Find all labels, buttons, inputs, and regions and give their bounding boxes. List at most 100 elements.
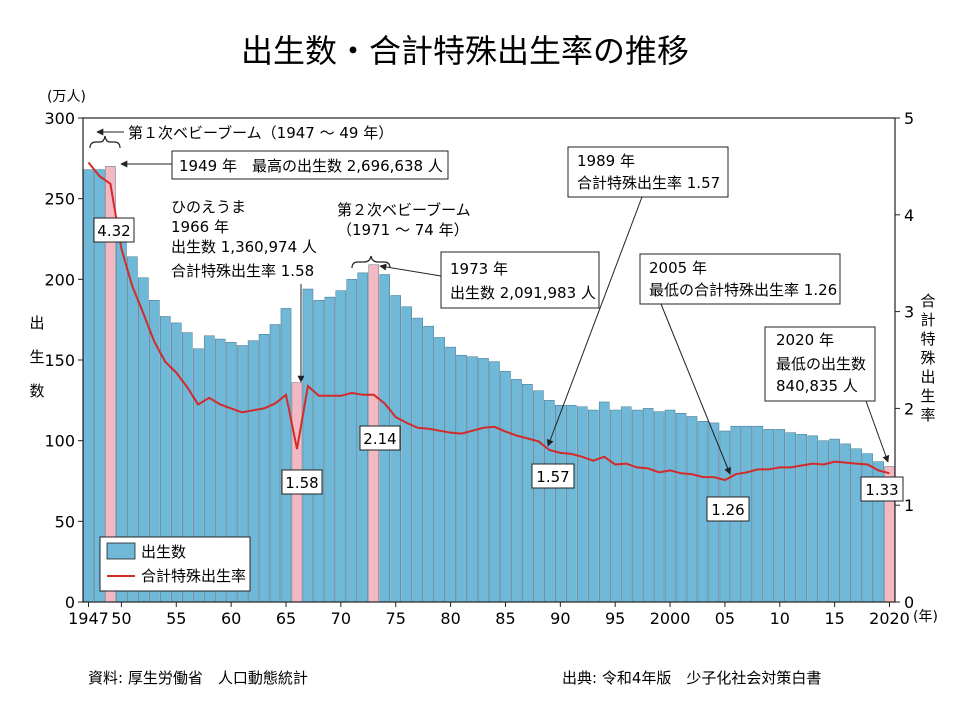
- left-tick-label: 0: [65, 593, 75, 612]
- x-tick-label: 10: [770, 609, 790, 628]
- bar-1976: [401, 306, 412, 603]
- x-axis-unit: (年): [913, 609, 938, 625]
- annotation-1973: 1973 年 出生数 2,091,983 人: [379, 251, 600, 309]
- annotation-box: [440, 251, 600, 309]
- bar-1984: [489, 361, 500, 603]
- value-box: [531, 463, 575, 489]
- annotation-line: 840,835 人: [776, 377, 858, 395]
- annotation-line: 1973 年: [450, 260, 508, 278]
- annotation-box: [171, 150, 449, 180]
- bar-1982: [467, 356, 478, 603]
- bar-2011: [785, 432, 797, 603]
- bar-1989: [544, 400, 555, 603]
- bar-1994: [598, 401, 610, 603]
- annotation-line: 第２次ベビーブーム: [337, 201, 471, 219]
- bar-2012: [796, 434, 807, 603]
- bar-1969: [324, 296, 336, 603]
- value-box-1989: 1.57: [531, 463, 575, 489]
- x-tick-label: 95: [605, 609, 625, 628]
- bar-1979: [434, 337, 445, 603]
- bar-1997: [631, 409, 643, 603]
- x-tick-label: 75: [386, 609, 406, 628]
- annotation-boom2: 第２次ベビーブーム （1971 ～ 74 年）: [337, 201, 471, 269]
- bar-1970: [335, 290, 347, 603]
- value-text: 1.58: [285, 474, 318, 492]
- value-box-2020: 1.33: [860, 476, 904, 502]
- bar-2018: [862, 453, 873, 603]
- annotation-box: [567, 146, 729, 198]
- annotation-2005: 2005 年 最低の合計特殊出生率 1.26: [639, 253, 841, 475]
- x-tick-label: 55: [166, 609, 186, 628]
- pointer-line: [546, 196, 643, 447]
- right-axis-label-char: 合: [920, 292, 935, 310]
- left-axis-label: 出 生 数: [29, 314, 44, 400]
- value-text: 2.14: [363, 430, 396, 448]
- bar-2000: [664, 409, 676, 603]
- right-axis-label-char: 殊: [920, 349, 935, 367]
- legend-label-births: 出生数: [141, 543, 186, 561]
- annotation-text: 1949 年 最高の出生数 2,696,638 人: [179, 157, 443, 175]
- brace: [351, 255, 391, 269]
- bar-2016: [840, 443, 851, 603]
- x-tick-label: 80: [440, 609, 460, 628]
- bar-1963: [258, 333, 270, 603]
- annotation-line: 出生数 2,091,983 人: [450, 284, 596, 302]
- annotation-line: 合計特殊出生率 1.57: [577, 174, 720, 192]
- x-tick-label: 65: [276, 609, 296, 628]
- bar-2001: [675, 413, 687, 603]
- bar-2010: [774, 429, 786, 603]
- origin-note: 出典: 令和4年版 少子化社会対策白書: [562, 669, 821, 687]
- left-tick-label: 100: [44, 432, 75, 451]
- right-tick-label: 2: [904, 399, 914, 418]
- right-axis-label-char: 特: [920, 330, 935, 348]
- value-box-1966: 1.58: [281, 469, 323, 495]
- bar-1983: [478, 358, 489, 603]
- bar-1988: [533, 390, 544, 603]
- bar-1998: [642, 408, 654, 603]
- annotation-hinoeuma: ひのえうま 1966 年 出生数 1,360,974 人 合計特殊出生率 1.5…: [171, 198, 317, 383]
- annotation-max1949: 1949 年 最高の出生数 2,696,638 人: [120, 150, 449, 180]
- right-tick-label: 4: [904, 206, 914, 225]
- x-tick-label: 85: [495, 609, 515, 628]
- bar-1971: [346, 279, 358, 603]
- legend: 出生数 合計特殊出生率: [99, 536, 251, 592]
- value-box-1949: 4.32: [93, 217, 135, 243]
- bar-1987: [522, 384, 533, 603]
- left-tick-label: 50: [55, 512, 75, 531]
- bar-1992: [577, 406, 588, 603]
- x-tick-label: 1947: [68, 609, 109, 628]
- value-box-1973: 2.14: [359, 425, 401, 451]
- left-tick-label: 250: [44, 190, 75, 209]
- pointer-line: [660, 303, 731, 475]
- bar-1981: [456, 354, 467, 603]
- bar-2002: [686, 416, 698, 603]
- x-tick-label: 2020: [869, 609, 910, 628]
- left-axis-label-char: 生: [29, 348, 44, 366]
- value-text: 4.32: [97, 222, 130, 240]
- right-tick-label: 3: [904, 303, 914, 322]
- value-box-2005: 1.26: [706, 496, 750, 522]
- bar-1977: [412, 317, 423, 603]
- bar-1947: [83, 169, 94, 603]
- annotation-text: 第１次ベビーブーム（1947 ～ 49 年）: [128, 124, 393, 142]
- x-tick-label: 60: [221, 609, 241, 628]
- annotation-line: ひのえうま: [171, 198, 246, 216]
- right-axis-label-char: 生: [920, 387, 935, 405]
- bar-1993: [587, 409, 599, 603]
- value-box: [281, 469, 323, 495]
- bar-1967: [302, 288, 314, 603]
- x-tick-label: 50: [111, 609, 131, 628]
- bar-2009: [763, 429, 775, 603]
- bar-1990: [555, 404, 566, 603]
- x-tick-label: 15: [824, 609, 844, 628]
- bar-1991: [566, 404, 577, 603]
- chart-title: 出生数・合計特殊出生率の推移: [241, 32, 689, 70]
- annotation-line: （1971 ～ 74 年）: [337, 221, 469, 239]
- brace: [89, 135, 121, 149]
- right-axis-label-char: 出: [920, 368, 935, 386]
- annotation-boom1: 第１次ベビーブーム（1947 ～ 49 年）: [89, 124, 393, 149]
- x-tick-label: 90: [550, 609, 570, 628]
- bar-1999: [653, 411, 665, 603]
- annotation-box: [764, 326, 876, 402]
